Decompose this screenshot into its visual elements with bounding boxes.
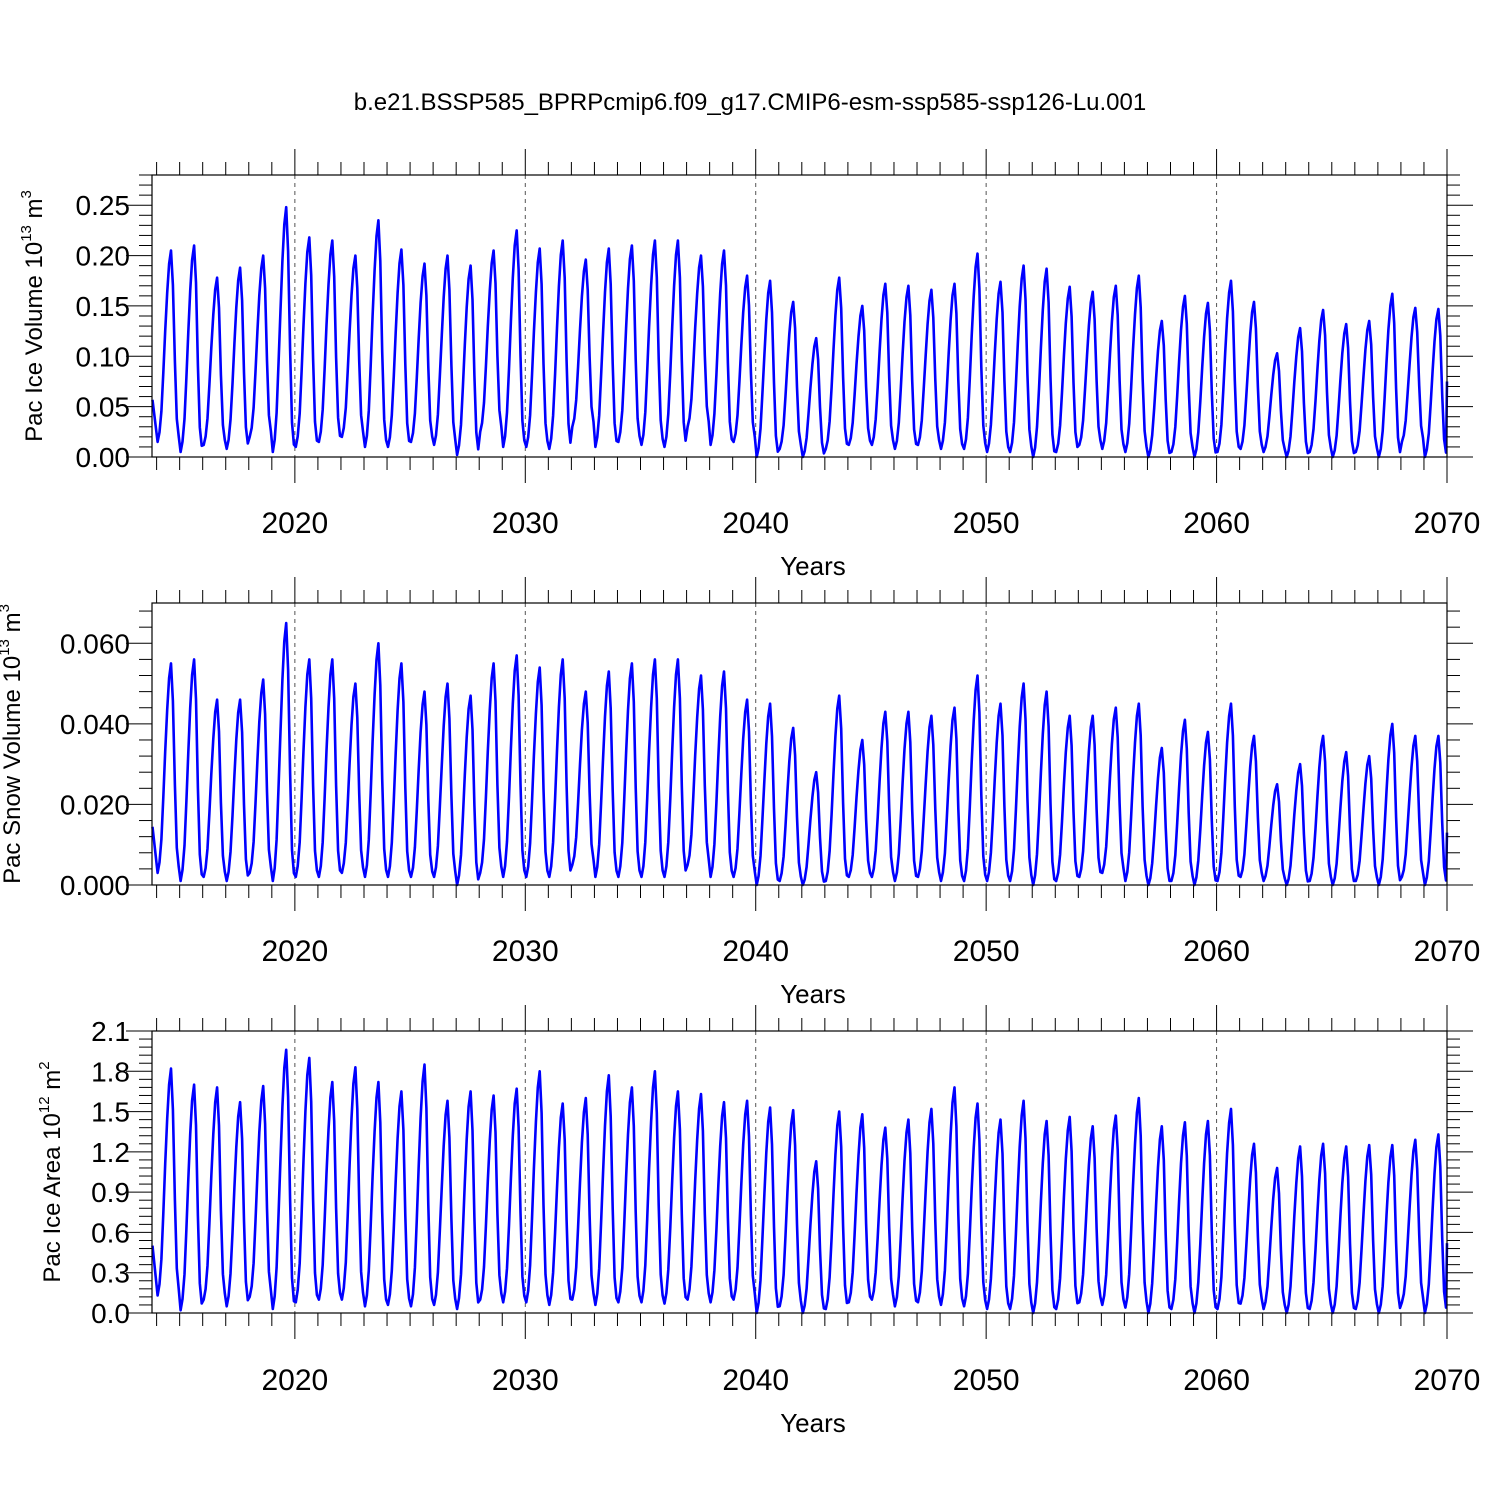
- x-tick-label: 2030: [492, 507, 559, 540]
- x-tick-label: 2020: [261, 935, 328, 968]
- x-tick-label: 2040: [722, 1364, 789, 1397]
- y-tick-label: 1.2: [91, 1137, 130, 1168]
- y-tick-label: 0.20: [76, 241, 131, 272]
- y-tick-label: 0.0: [91, 1298, 130, 1329]
- x-axis-label: Years: [780, 551, 846, 581]
- y-tick-label: 0.15: [76, 291, 131, 322]
- x-tick-label: 2060: [1183, 935, 1250, 968]
- x-tick-label: 2020: [261, 507, 328, 540]
- y-tick-label: 0.9: [91, 1177, 130, 1208]
- x-tick-label: 2020: [261, 1364, 328, 1397]
- plot-frame: [151, 1030, 1448, 1314]
- figure-title: b.e21.BSSP585_BPRPcmip6.f09_g17.CMIP6-es…: [354, 89, 1146, 116]
- panel-pac-snow-volume: 2020 2030 2040 2050 2060 2070 0.000 0.020 0.040 0…: [0, 577, 1480, 1009]
- x-tick-label: 2040: [722, 935, 789, 968]
- x-tick-label: 2060: [1183, 507, 1250, 540]
- x-tick-label: 2060: [1183, 1364, 1250, 1397]
- x-axis-label: Years: [780, 1408, 846, 1438]
- y-tick-label: 0.00: [76, 442, 131, 473]
- series-line: [151, 1048, 1449, 1315]
- x-tick-label: 2070: [1414, 935, 1481, 968]
- x-tick-label: 2040: [722, 507, 789, 540]
- panel-pac-ice-area: 2020 2030 2040 2050 2060 2070 0.0 0.3 0.6 0.9 1.2 1…: [36, 1005, 1480, 1438]
- y-tick-label: 0.05: [76, 392, 131, 423]
- x-tick-label: 2030: [492, 1364, 559, 1397]
- x-tick-label: 2070: [1414, 1364, 1481, 1397]
- x-tick-label: 2030: [492, 935, 559, 968]
- y-tick-label: 0.10: [76, 341, 131, 372]
- series-line: [151, 621, 1449, 887]
- y-axis-label: Pac Ice Area 1012 m2: [36, 1061, 66, 1282]
- x-tick-label: 2050: [953, 507, 1020, 540]
- x-tick-label: 2050: [953, 935, 1020, 968]
- plot-frame: [151, 602, 1448, 886]
- y-tick-label: 0.25: [76, 190, 131, 221]
- x-tick-label: 2050: [953, 1364, 1020, 1397]
- y-tick-label: 1.8: [91, 1056, 130, 1087]
- x-tick-label: 2070: [1414, 507, 1481, 540]
- y-tick-label: 0.060: [60, 628, 130, 659]
- y-tick-label: 2.1: [91, 1016, 130, 1047]
- panel-pac-ice-volume: 2020 2030 2040 2050 2060 2070 0.00 0.05 0.10 0.15…: [18, 149, 1480, 581]
- y-tick-label: 0.040: [60, 709, 130, 740]
- y-tick-label: 1.5: [91, 1097, 130, 1128]
- y-tick-label: 0.000: [60, 870, 130, 901]
- series-line: [151, 205, 1449, 459]
- y-axis-label: Pac Ice Volume 1013 m3: [18, 190, 48, 442]
- y-tick-label: 0.3: [91, 1258, 130, 1289]
- y-tick-label: 0.6: [91, 1217, 130, 1248]
- y-axis-label: Pac Snow Volume 1013 m3: [0, 604, 26, 884]
- y-tick-label: 0.020: [60, 789, 130, 820]
- x-axis-label: Years: [780, 979, 846, 1009]
